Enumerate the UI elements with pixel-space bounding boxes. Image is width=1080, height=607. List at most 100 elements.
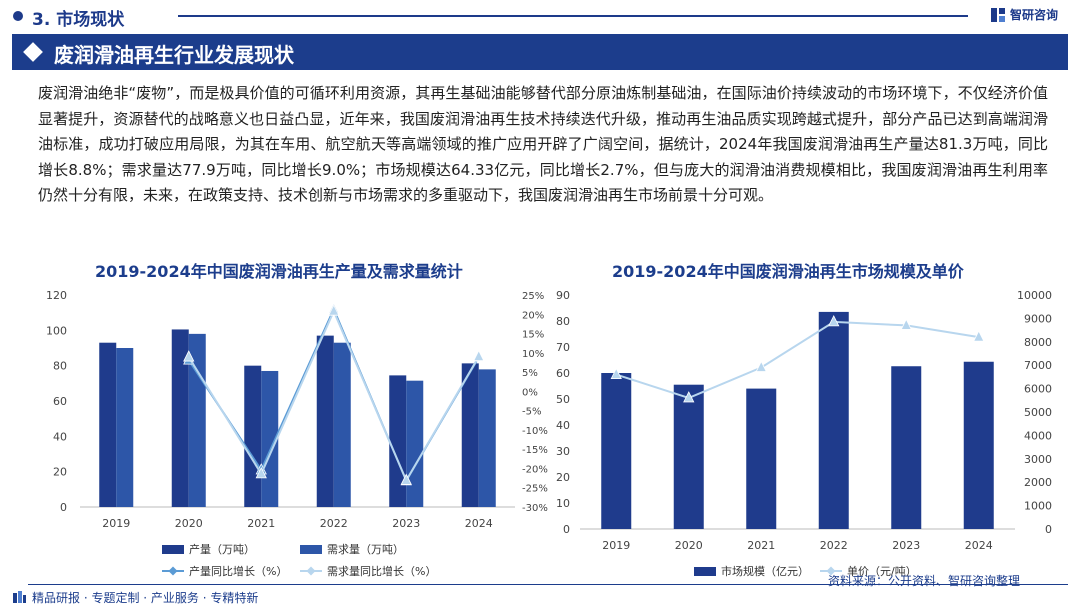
- top-header: 3. 市场现状 智研咨询: [0, 0, 1080, 32]
- x-tick-label: 2022: [320, 517, 348, 530]
- section-bullet-icon: [13, 11, 23, 21]
- footer: 精品研报 · 专题定制 · 产业服务 · 专精特新: [0, 584, 1080, 607]
- footer-services: 精品研报 · 专题定制 · 产业服务 · 专精特新: [32, 591, 259, 605]
- line-point: [900, 318, 912, 330]
- y-right-tick-label: -5%: [522, 407, 541, 418]
- y-right-tick-label: -20%: [522, 464, 548, 475]
- y-right-tick-label: -15%: [522, 445, 548, 456]
- legend-demand: 需求量（万吨）: [300, 541, 404, 557]
- legend-production-growth-label: 产量同比增长（%）: [189, 565, 288, 578]
- line-point: [610, 367, 622, 379]
- y-left-tick-label: 40: [53, 430, 67, 443]
- bar-primary: [818, 311, 849, 529]
- y-right-tick-label: 7000: [1024, 359, 1052, 372]
- y-left-tick-label: 80: [556, 315, 570, 328]
- bar-primary: [461, 363, 479, 507]
- legend-production: 产量（万吨）: [162, 541, 255, 557]
- y-left-tick-label: 50: [556, 393, 570, 406]
- x-tick-label: 2019: [102, 517, 130, 530]
- y-right-tick-label: 8000: [1024, 336, 1052, 349]
- bar-primary: [389, 375, 407, 507]
- x-tick-label: 2020: [175, 517, 203, 530]
- y-right-tick-label: 5000: [1024, 406, 1052, 419]
- y-right-tick-label: -25%: [522, 484, 548, 495]
- y-right-tick-label: 0%: [522, 387, 538, 398]
- line-series: [615, 320, 979, 400]
- diamond-icon: [23, 42, 43, 62]
- legend-demand-growth: 需求量同比增长（%）: [300, 563, 436, 579]
- page-title: 废润滑油再生行业发展现状: [54, 43, 294, 67]
- y-left-tick-label: 90: [556, 289, 570, 302]
- bar-secondary: [478, 369, 496, 507]
- x-tick-label: 2024: [965, 539, 993, 552]
- legend-unit-price-swatch: [820, 566, 842, 576]
- chart2-title: 2019-2024年中国废润滑油再生市场规模及单价: [612, 262, 964, 281]
- chart1-title: 2019-2024年中国废润滑油再生产量及需求量统计: [95, 262, 463, 281]
- y-right-tick-label: 2000: [1024, 476, 1052, 489]
- y-right-tick-label: 1000: [1024, 500, 1052, 513]
- y-left-tick-label: 120: [46, 289, 67, 302]
- report-icon: [13, 591, 26, 603]
- bar-primary: [99, 342, 117, 507]
- legend-production-growth-swatch: [162, 566, 184, 576]
- x-tick-label: 2023: [892, 539, 920, 552]
- bar-secondary: [406, 380, 424, 507]
- y-right-tick-label: 9000: [1024, 312, 1052, 325]
- legend-market-size-swatch: [694, 566, 716, 576]
- body-paragraph: 废润滑油绝非“废物”，而是极具价值的可循环利用资源，其再生基础油能够替代部分原油…: [38, 84, 1048, 204]
- legend-production-growth: 产量同比增长（%）: [162, 563, 287, 579]
- chart1-production-demand: 0 20 40 60 80 100 120 -30% -25% -20% -15% -10% -5% 0%…: [46, 289, 548, 530]
- brand-logo-icon: [991, 7, 1005, 22]
- y-left-tick-label: 80: [53, 360, 67, 373]
- bar-primary: [746, 388, 777, 529]
- legend-unit-price-label: 单价（元/吨）: [847, 565, 917, 578]
- y-right-tick-label: 3000: [1024, 453, 1052, 466]
- x-tick-label: 2022: [820, 539, 848, 552]
- bar-primary: [244, 365, 262, 507]
- legend-unit-price: 单价（元/吨）: [820, 563, 917, 579]
- y-right-tick-label: -10%: [522, 426, 548, 437]
- y-right-tick-label: 0: [1045, 523, 1052, 536]
- brand-logo: 智研咨询: [990, 6, 1058, 23]
- y-left-tick-label: 0: [60, 501, 67, 514]
- y-right-tick-label: 6000: [1024, 383, 1052, 396]
- y-right-tick-label: 10%: [522, 349, 544, 360]
- line-point: [473, 349, 485, 362]
- brand-name: 智研咨询: [1010, 8, 1059, 22]
- section-label: 3. 市场现状: [32, 10, 125, 30]
- y-right-tick-label: 10000: [1017, 289, 1052, 302]
- y-right-tick-label: 20%: [522, 310, 544, 321]
- y-left-tick-label: 10: [556, 497, 570, 510]
- legend-demand-swatch: [300, 544, 322, 554]
- legend-demand-growth-label: 需求量同比增长（%）: [327, 565, 437, 578]
- line-point: [255, 466, 267, 479]
- y-right-tick-label: 15%: [522, 330, 544, 341]
- legend-demand-label: 需求量（万吨）: [327, 543, 404, 556]
- line-point: [183, 350, 195, 362]
- y-right-tick-label: 4000: [1024, 429, 1052, 442]
- line-point: [755, 360, 767, 372]
- bar-secondary: [333, 342, 351, 507]
- bar-primary: [316, 335, 334, 507]
- title-banner: 废润滑油再生行业发展现状: [12, 34, 1068, 70]
- line-point: [828, 315, 840, 327]
- x-tick-label: 2024: [465, 517, 493, 530]
- x-tick-label: 2019: [602, 539, 630, 552]
- legend-market-size-label: 市场规模（亿元）: [721, 565, 809, 578]
- y-right-tick-label: 25%: [522, 291, 544, 302]
- line-point: [973, 330, 985, 342]
- y-right-tick-label: 5%: [522, 368, 538, 379]
- y-left-tick-label: 20: [53, 466, 67, 479]
- bar-primary: [601, 373, 632, 529]
- line-point: [400, 473, 412, 485]
- footer-divider: [28, 584, 1068, 585]
- y-left-tick-label: 60: [53, 395, 67, 408]
- y-left-tick-label: 70: [556, 341, 570, 354]
- legend-market-size: 市场规模（亿元）: [694, 563, 809, 579]
- bar-primary: [171, 329, 189, 507]
- bar-primary: [673, 384, 704, 529]
- bar-primary: [891, 366, 922, 529]
- y-left-tick-label: 100: [46, 324, 67, 337]
- x-tick-label: 2023: [392, 517, 420, 530]
- legend-production-swatch: [162, 544, 184, 554]
